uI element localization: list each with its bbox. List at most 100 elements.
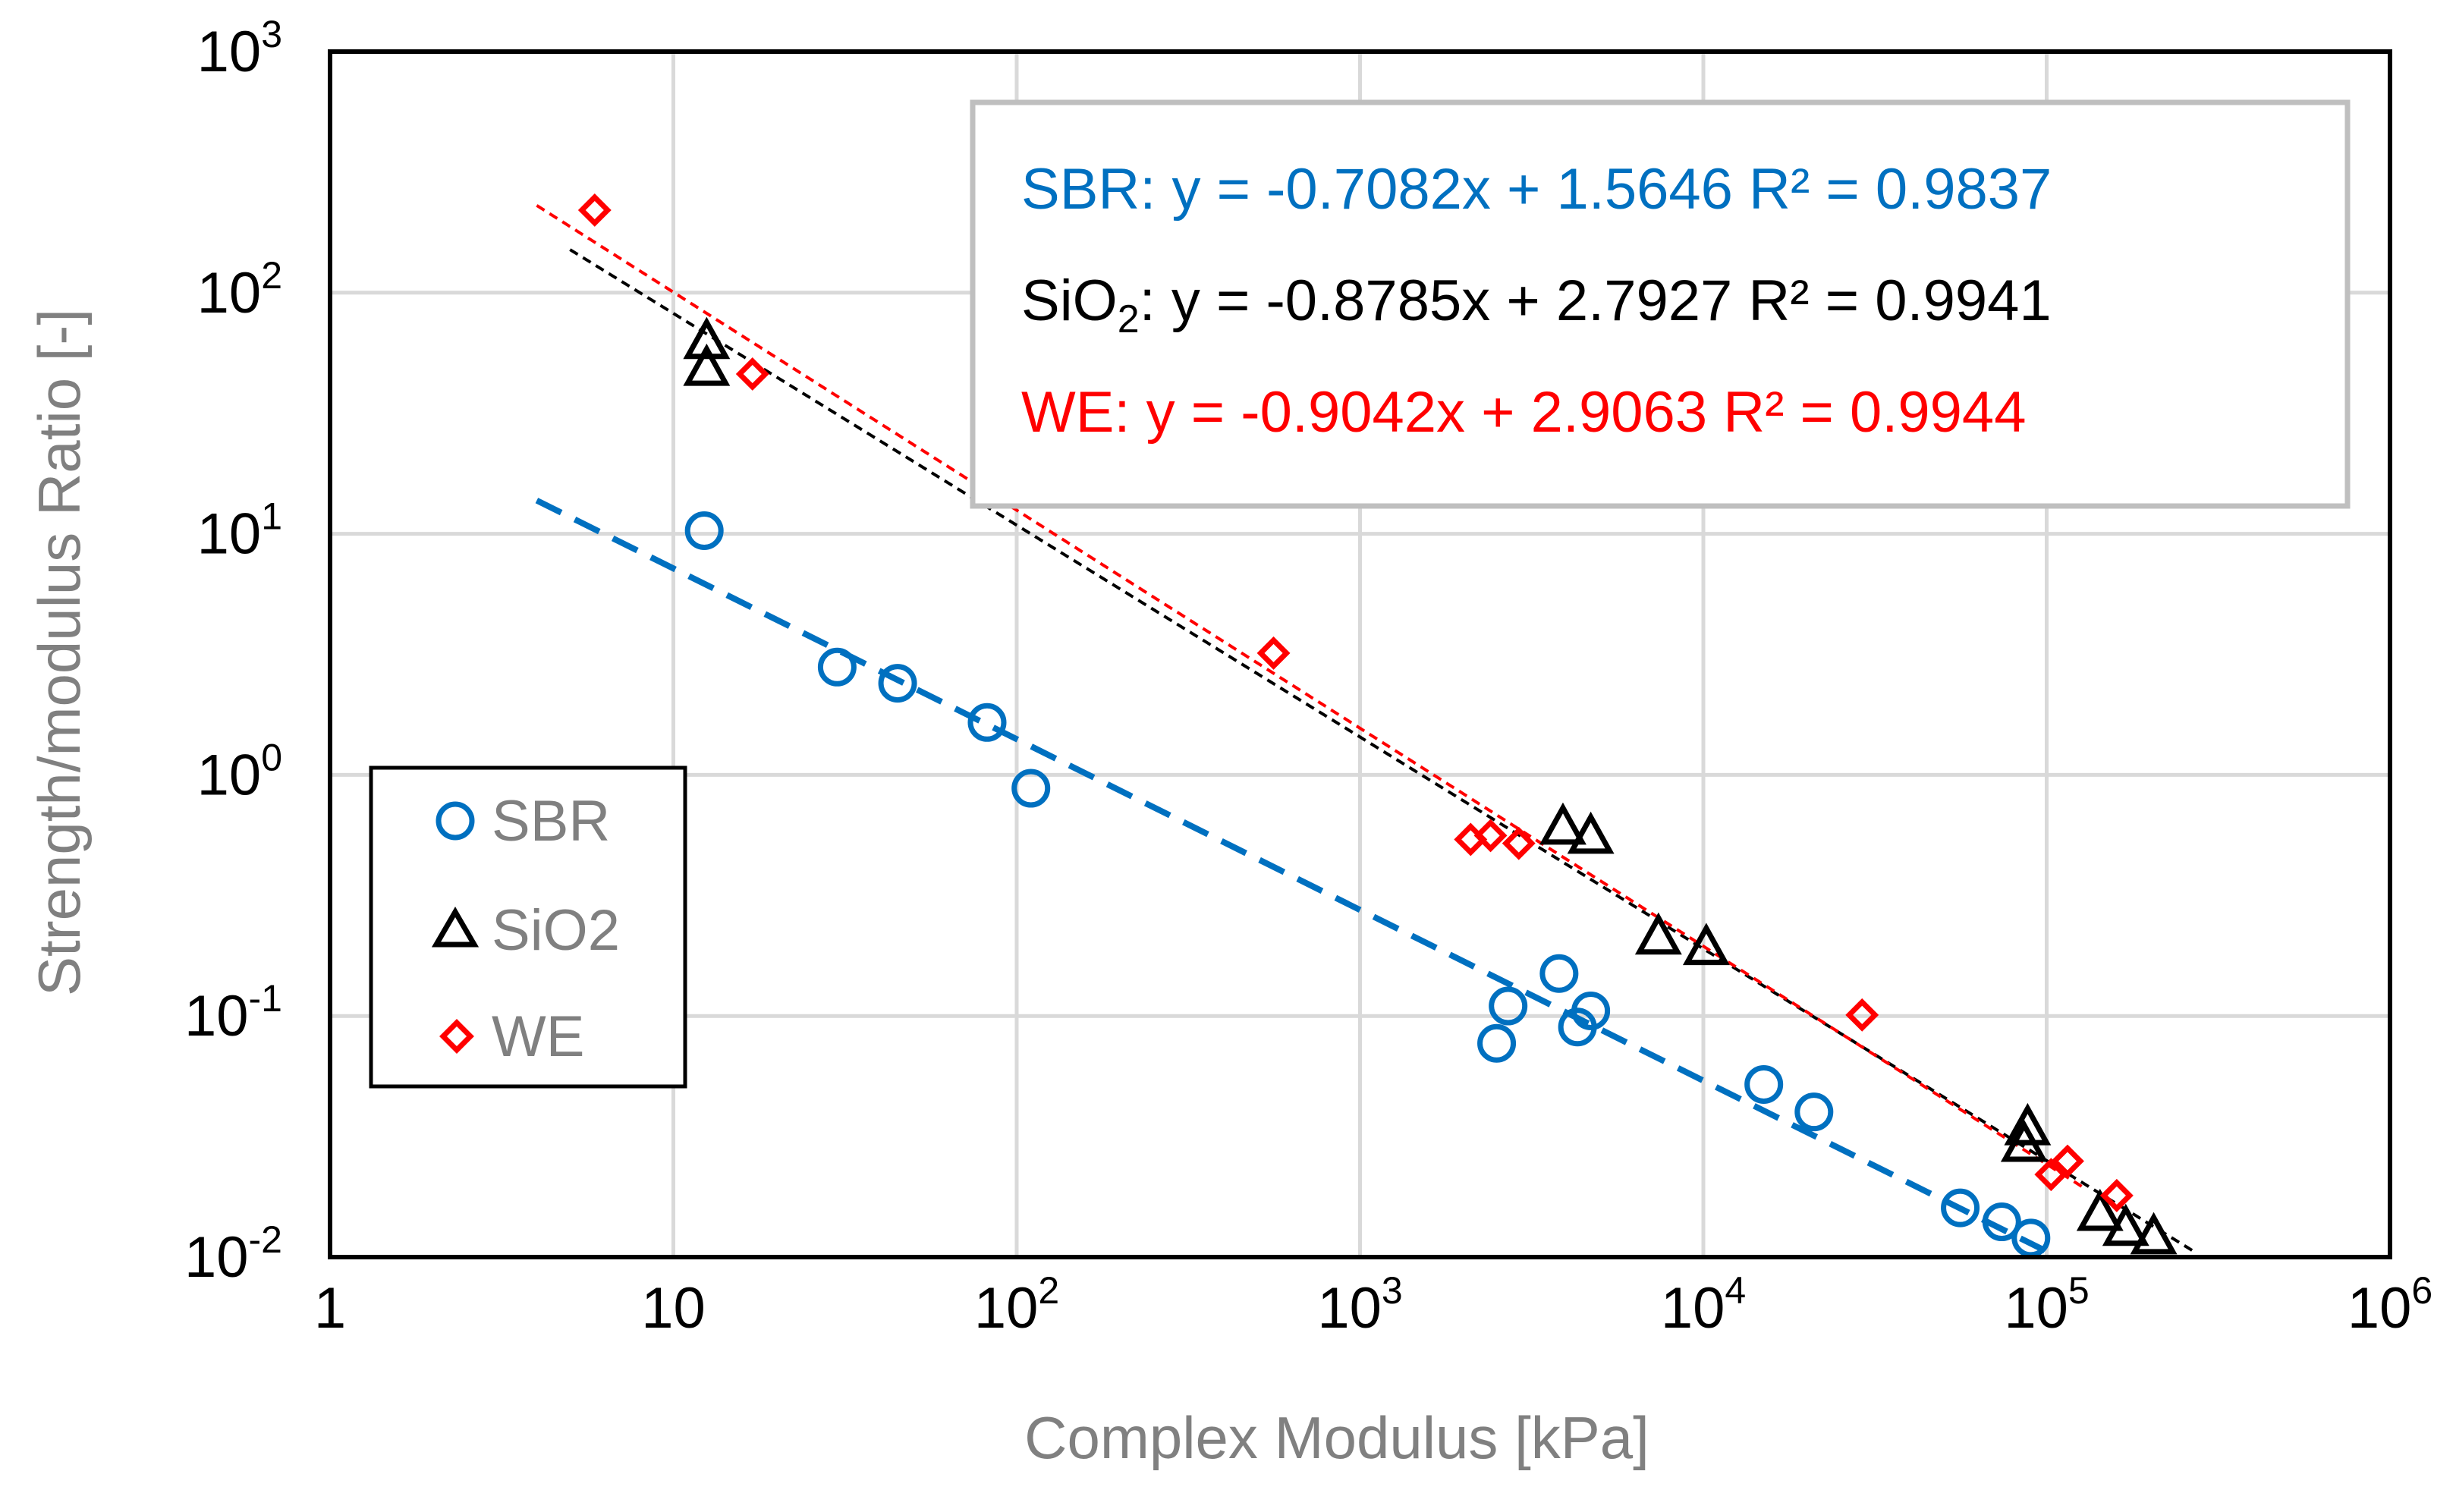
equation-sio2-subscript: 2 [1118, 297, 1140, 341]
tick-base: 10 [974, 1276, 1039, 1341]
data-point-sbr [1744, 1064, 1784, 1104]
data-point-we [1473, 819, 1508, 853]
data-point-sbr [1941, 1188, 1980, 1228]
legend-diamond-marker [439, 1019, 474, 1054]
data-point-we [577, 193, 612, 227]
data-point-sbr [1794, 1092, 1834, 1132]
plot-frame [328, 49, 2392, 1259]
tick-base: 10 [197, 261, 262, 325]
data-point-we [2051, 1144, 2084, 1178]
equation-sio2: SiO2: y = -0.8785x + 2.7927 R² = 0.9941 [1021, 269, 2052, 341]
y-tick-label: 100 [197, 736, 282, 807]
x-tick-label: 106 [2348, 1269, 2432, 1341]
data-point-sbr [1489, 986, 1528, 1026]
legend-label-we: WE [492, 1004, 584, 1069]
data-point-we [1845, 998, 1879, 1032]
data-points [577, 193, 2178, 1258]
equation-we: WE: y = -0.9042x + 2.9063 R² = 0.9944 [1021, 380, 2026, 445]
tick-base: 10 [197, 20, 262, 84]
tick-exponent: -2 [249, 1218, 282, 1261]
legend-item-sbr: SBR [436, 789, 610, 853]
data-point-sio2 [683, 316, 731, 360]
x-tick-label: 104 [1661, 1269, 1746, 1341]
equation-box-frame [970, 99, 2351, 509]
y-tick-label: 10-1 [184, 977, 282, 1048]
x-tick-labels: 1 10 102 103 104 105 106 [314, 1269, 2432, 1341]
legend-circle-marker [436, 801, 475, 841]
tick-exponent: 2 [261, 254, 282, 297]
tick-base: 10 [641, 1276, 706, 1341]
data-point-sbr [878, 664, 917, 703]
tick-base: 10 [1661, 1276, 1725, 1341]
tick-exponent: -1 [249, 977, 282, 1020]
equation-sio2-body: : y = -0.8785x + 2.7927 R² = 0.9941 [1140, 269, 2052, 333]
trendlines [535, 204, 2196, 1260]
data-point-we [1502, 826, 1536, 860]
data-point-sbr [967, 703, 1007, 742]
x-tick-label: 10 [641, 1276, 706, 1341]
data-point-sbr [684, 511, 724, 551]
tick-base: 10 [2004, 1276, 2068, 1341]
x-tick-label: 105 [2004, 1269, 2089, 1341]
tick-exponent: 5 [2068, 1269, 2090, 1312]
tick-base: 10 [184, 984, 249, 1048]
equation-sio2-prefix: SiO [1021, 269, 1118, 333]
x-tick-label: 102 [974, 1269, 1059, 1341]
data-point-sbr [2011, 1218, 2051, 1258]
data-point-sbr [1011, 769, 1051, 808]
data-point-sio2 [2102, 1203, 2149, 1246]
tick-exponent: 3 [1382, 1269, 1403, 1312]
y-tick-label: 103 [197, 13, 282, 84]
trendline-sbr [535, 498, 2060, 1260]
tick-base: 10 [197, 502, 262, 567]
legend-frame [369, 765, 687, 1089]
tick-base: 1 [314, 1276, 346, 1341]
y-tick-label: 101 [197, 495, 282, 567]
equation-sbr: SBR: y = -0.7082x + 1.5646 R² = 0.9837 [1021, 157, 2052, 222]
tick-exponent: 2 [1038, 1269, 1059, 1312]
equation-box: SBR: y = -0.7082x + 1.5646 R² = 0.9837 S… [970, 99, 2351, 509]
tick-exponent: 3 [261, 13, 282, 55]
data-point-we [2034, 1158, 2068, 1192]
tick-base: 10 [184, 1225, 249, 1290]
data-point-sio2 [2000, 1119, 2048, 1162]
data-point-we [735, 357, 769, 391]
data-point-sio2 [1539, 802, 1586, 845]
tick-base: 10 [2348, 1276, 2412, 1341]
data-point-sio2 [1567, 811, 1615, 854]
tick-exponent: 6 [2411, 1269, 2432, 1312]
data-point-we [2099, 1178, 2134, 1212]
y-tick-label: 10-2 [184, 1218, 282, 1290]
x-axis-title: Complex Modulus [kPa] [1024, 1404, 1649, 1471]
legend-item-we: WE [439, 1004, 584, 1069]
legend-label-sbr: SBR [492, 789, 610, 853]
data-point-sio2 [1634, 912, 1682, 955]
tick-exponent: 4 [1725, 1269, 1746, 1312]
x-tick-label: 1 [314, 1276, 346, 1341]
tick-base: 10 [197, 743, 262, 807]
tick-exponent: 0 [261, 736, 282, 778]
y-tick-label: 102 [197, 254, 282, 325]
data-point-sbr [1477, 1023, 1517, 1063]
data-point-sbr [1571, 991, 1611, 1030]
data-point-we [1256, 636, 1291, 670]
legend-label-sio2: SiO2 [492, 898, 620, 963]
data-point-sio2 [2130, 1212, 2178, 1255]
data-point-sbr [1982, 1202, 2021, 1242]
x-tick-label: 103 [1317, 1269, 1402, 1341]
legend: SBR SiO2 WE [369, 765, 687, 1089]
data-point-sio2 [2004, 1102, 2052, 1146]
data-point-sio2 [683, 343, 731, 386]
legend-item-sio2: SiO2 [431, 898, 620, 963]
trendline-we [536, 204, 2087, 1190]
y-axis-title: Strength/modulus Ratio [-] [26, 309, 93, 996]
tick-exponent: 1 [261, 495, 282, 538]
data-point-sbr [817, 647, 857, 687]
data-point-sbr [1539, 954, 1579, 993]
legend-triangle-marker [431, 907, 480, 948]
tick-base: 10 [1317, 1276, 1382, 1341]
data-point-sio2 [2076, 1188, 2124, 1231]
data-point-sio2 [1682, 923, 1730, 966]
